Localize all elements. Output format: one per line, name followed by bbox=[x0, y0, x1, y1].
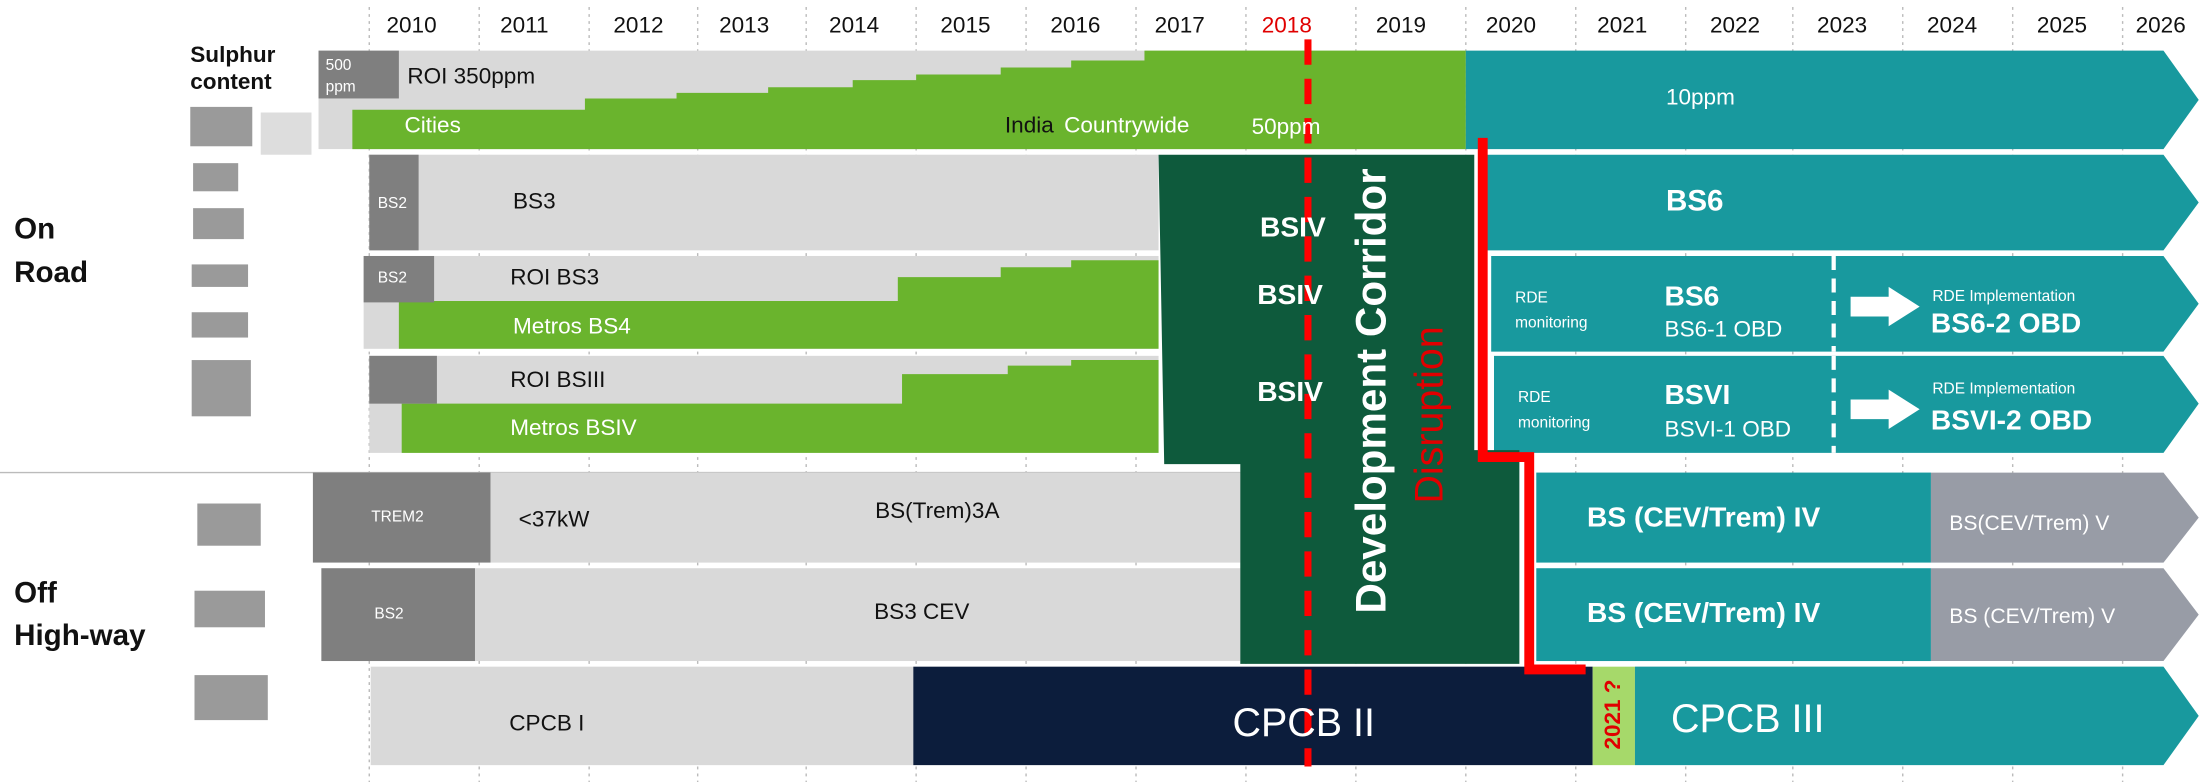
label: 500 bbox=[326, 57, 352, 74]
label: BS(CEV/Trem) V bbox=[1949, 512, 2109, 535]
label: CPCB I bbox=[509, 710, 584, 735]
label: BS(Trem)3A bbox=[875, 498, 999, 523]
bar bbox=[475, 568, 1240, 661]
corridor-title: Development Corridor bbox=[1347, 168, 1394, 613]
label: BSIV bbox=[1260, 212, 1326, 243]
label: Cities bbox=[405, 113, 461, 138]
label: BS (CEV/Trem) V bbox=[1949, 605, 2115, 628]
year-label: 2010 bbox=[386, 13, 436, 38]
label: BS2 bbox=[374, 606, 403, 623]
label: content bbox=[190, 69, 272, 94]
label: ROI BSIII bbox=[510, 367, 605, 392]
year-label: 2012 bbox=[613, 13, 663, 38]
section-label: On bbox=[14, 212, 55, 245]
label: BS (CEV/Trem) IV bbox=[1587, 501, 1820, 532]
label: BS2 bbox=[378, 195, 407, 212]
arrow bbox=[1491, 256, 2199, 352]
corridor-subtitle: Disruption bbox=[1407, 326, 1451, 503]
arrow bbox=[1466, 51, 2199, 149]
section-label: High-way bbox=[14, 619, 146, 652]
label: Metros BS4 bbox=[513, 314, 631, 339]
bar bbox=[490, 473, 1240, 563]
label: <37kW bbox=[519, 506, 591, 531]
bar bbox=[371, 667, 914, 765]
label: BSVI-1 OBD bbox=[1665, 416, 1792, 441]
label: BS2 bbox=[378, 270, 407, 287]
year-label: 2014 bbox=[829, 13, 879, 38]
label: CPCB II bbox=[1232, 701, 1374, 745]
label: BSIV bbox=[1257, 376, 1323, 407]
year-label: 2011 bbox=[500, 13, 548, 38]
label: Sulphur bbox=[190, 42, 275, 67]
year-label: 2022 bbox=[1710, 13, 1760, 38]
label: Metros BSIV bbox=[510, 415, 637, 440]
year-label: 2017 bbox=[1155, 13, 1205, 38]
section-label: Road bbox=[14, 256, 88, 289]
year-label: 2016 bbox=[1050, 13, 1100, 38]
year-label: 2019 bbox=[1376, 13, 1426, 38]
year-label: 2026 bbox=[2136, 13, 2186, 38]
label: monitoring bbox=[1515, 315, 1587, 332]
bar bbox=[369, 356, 437, 404]
label: BS6 bbox=[1665, 281, 1720, 312]
label: BS (CEV/Trem) IV bbox=[1587, 597, 1820, 628]
label: ROI 350ppm bbox=[407, 63, 535, 88]
label: TREM2 bbox=[371, 509, 423, 526]
label: 10ppm bbox=[1666, 84, 1735, 109]
arrow bbox=[1487, 155, 2199, 251]
label: ROI BS3 bbox=[510, 264, 599, 289]
label: BSVI bbox=[1665, 379, 1731, 410]
diagram: 2010 2011 2012 2013 2014 2015 2016 2017 2018 2019… bbox=[0, 0, 2210, 782]
label: BSIV bbox=[1257, 279, 1323, 310]
label: ppm bbox=[326, 78, 356, 95]
year-label: 2020 bbox=[1486, 13, 1536, 38]
label: BS6-1 OBD bbox=[1665, 316, 1783, 341]
year-label: 2023 bbox=[1817, 13, 1867, 38]
label: 50ppm bbox=[1252, 114, 1321, 139]
label: BS6 bbox=[1666, 184, 1724, 217]
label: RDE Implementation bbox=[1932, 381, 2075, 398]
label: BS3 CEV bbox=[874, 599, 969, 624]
label: RDE bbox=[1515, 289, 1548, 306]
label: BS6-2 OBD bbox=[1931, 307, 2081, 338]
year-label: 2015 bbox=[940, 13, 990, 38]
arrow bbox=[1494, 356, 2199, 453]
section-label: Off bbox=[14, 577, 57, 610]
label: India bbox=[1005, 113, 1054, 138]
year-label: 2013 bbox=[719, 13, 769, 38]
label: monitoring bbox=[1518, 414, 1590, 431]
year-label: 2025 bbox=[2037, 13, 2087, 38]
label: RDE Implementation bbox=[1932, 288, 2075, 305]
bar bbox=[369, 155, 1158, 251]
label: BS3 bbox=[513, 189, 556, 214]
label: BSVI-2 OBD bbox=[1931, 404, 2092, 435]
label: CPCB III bbox=[1671, 697, 1824, 741]
label: 2021 ? bbox=[1600, 679, 1625, 749]
year-label: 2021 bbox=[1597, 13, 1647, 38]
label: Countrywide bbox=[1064, 113, 1189, 138]
year-label: 2018 bbox=[1262, 13, 1312, 38]
icons bbox=[190, 107, 311, 720]
label: RDE bbox=[1518, 389, 1551, 406]
year-label: 2024 bbox=[1927, 13, 1977, 38]
